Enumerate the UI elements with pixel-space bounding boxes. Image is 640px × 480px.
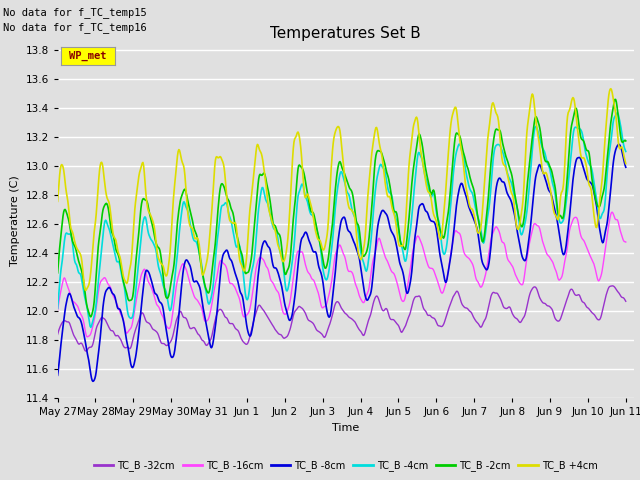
TC_B -32cm — [298, 305, 305, 311]
TC_B +4cm — [298, 152, 305, 157]
TC_B -2cm — [371, 157, 379, 163]
TC_B +4cm — [374, 131, 381, 136]
TC_B -4cm — [338, 170, 346, 176]
TC_B -8cm — [622, 164, 630, 170]
Y-axis label: Temperature (C): Temperature (C) — [10, 175, 20, 266]
TC_B +4cm — [54, 198, 61, 204]
TC_B +4cm — [338, 148, 346, 154]
TC_B -16cm — [338, 248, 346, 253]
TC_B +4cm — [81, 288, 89, 293]
TC_B -4cm — [298, 182, 305, 188]
TC_B -16cm — [622, 239, 630, 245]
TC_B -2cm — [198, 271, 206, 277]
TC_B -32cm — [371, 295, 379, 300]
X-axis label: Time: Time — [332, 423, 359, 433]
TC_B -16cm — [198, 309, 206, 314]
TC_B -2cm — [374, 148, 381, 154]
TC_B +4cm — [622, 161, 630, 167]
TC_B -16cm — [374, 238, 381, 243]
TC_B -32cm — [82, 348, 90, 354]
TC_B -4cm — [374, 170, 381, 176]
Text: No data for f_TC_temp16: No data for f_TC_temp16 — [3, 22, 147, 33]
TC_B +4cm — [371, 127, 379, 133]
TC_B -2cm — [87, 314, 95, 320]
TC_B -4cm — [437, 234, 445, 240]
TC_B -2cm — [338, 165, 346, 170]
TC_B -16cm — [84, 334, 92, 340]
Text: WP_met: WP_met — [69, 50, 107, 61]
TC_B -16cm — [371, 250, 379, 255]
TC_B -2cm — [298, 164, 305, 170]
Line: TC_B -8cm: TC_B -8cm — [58, 144, 626, 381]
TC_B -16cm — [437, 289, 445, 295]
Line: TC_B -32cm: TC_B -32cm — [58, 286, 626, 351]
TC_B -4cm — [371, 189, 379, 194]
TC_B -16cm — [609, 209, 616, 215]
Line: TC_B -2cm: TC_B -2cm — [58, 99, 626, 317]
TC_B -2cm — [437, 229, 445, 235]
TC_B +4cm — [198, 272, 206, 278]
TC_B -4cm — [614, 110, 621, 116]
TC_B -8cm — [374, 223, 381, 228]
TC_B -8cm — [89, 378, 97, 384]
Legend: TC_B -32cm, TC_B -16cm, TC_B -8cm, TC_B -4cm, TC_B -2cm, TC_B +4cm: TC_B -32cm, TC_B -16cm, TC_B -8cm, TC_B … — [90, 456, 601, 475]
TC_B -32cm — [54, 332, 61, 337]
Line: TC_B +4cm: TC_B +4cm — [58, 89, 626, 290]
TC_B -32cm — [338, 306, 346, 312]
TC_B +4cm — [607, 86, 614, 92]
TC_B -4cm — [54, 305, 61, 311]
TC_B -32cm — [437, 324, 445, 329]
TC_B -4cm — [198, 268, 206, 274]
TC_B -8cm — [338, 216, 346, 222]
TC_B -8cm — [615, 142, 623, 147]
TC_B +4cm — [437, 237, 445, 242]
TC_B -16cm — [54, 307, 61, 313]
Line: TC_B -4cm: TC_B -4cm — [58, 113, 626, 327]
TC_B -8cm — [198, 301, 206, 307]
TC_B -8cm — [298, 237, 305, 242]
TC_B -32cm — [374, 294, 381, 300]
TC_B -32cm — [622, 299, 630, 304]
TC_B -16cm — [298, 249, 305, 254]
TC_B -2cm — [54, 270, 61, 276]
TC_B -4cm — [622, 149, 630, 155]
TC_B -32cm — [198, 337, 206, 343]
TC_B -32cm — [609, 283, 616, 289]
TC_B -2cm — [612, 96, 620, 102]
Line: TC_B -16cm: TC_B -16cm — [58, 212, 626, 337]
Title: Temperatures Set B: Temperatures Set B — [270, 25, 421, 41]
TC_B -8cm — [54, 372, 61, 378]
Text: No data for f_TC_temp15: No data for f_TC_temp15 — [3, 7, 147, 18]
TC_B -4cm — [87, 324, 95, 330]
TC_B -8cm — [371, 250, 379, 255]
TC_B -2cm — [622, 138, 630, 144]
TC_B -8cm — [437, 257, 445, 263]
